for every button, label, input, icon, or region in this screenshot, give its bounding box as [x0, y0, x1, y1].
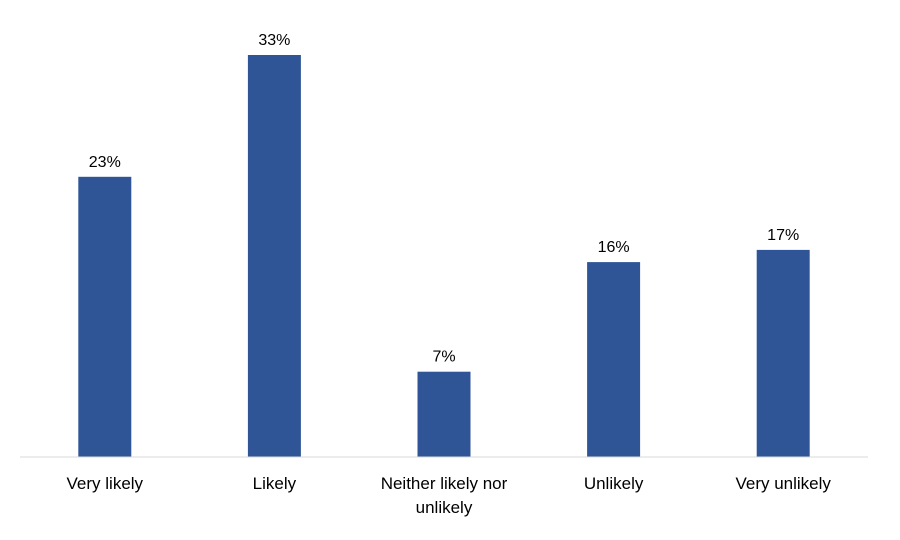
- data-label-2: 33%: [258, 32, 290, 49]
- category-label-line: Neither likely nor: [381, 474, 508, 493]
- bar-2: [247, 55, 301, 457]
- bar-4: [587, 262, 641, 457]
- category-label-1: Very likely: [67, 474, 144, 493]
- category-label-line: unlikely: [416, 498, 473, 517]
- bar-3: [417, 371, 471, 457]
- category-label-5: Very unlikely: [735, 474, 831, 493]
- category-label-line: Likely: [253, 474, 297, 493]
- data-label-1: 23%: [89, 154, 121, 171]
- bar-5: [756, 249, 810, 457]
- bar-1: [78, 176, 132, 458]
- category-label-line: Very likely: [67, 474, 144, 493]
- category-label-line: Unlikely: [584, 474, 644, 493]
- category-label-line: Very unlikely: [735, 474, 831, 493]
- category-label-3: Neither likely nor unlikely: [381, 474, 508, 517]
- category-label-4: Unlikely: [584, 474, 644, 493]
- category-label-2: Likely: [253, 474, 297, 493]
- data-label-5: 17%: [767, 227, 799, 244]
- bars-group: [78, 55, 810, 458]
- data-labels-group: 23% 33% 7% 16% 17%: [89, 32, 799, 366]
- data-label-3: 7%: [432, 349, 455, 366]
- data-label-4: 16%: [598, 239, 630, 256]
- category-labels-group: Very likely Likely Neither likely nor unlik…: [67, 474, 832, 517]
